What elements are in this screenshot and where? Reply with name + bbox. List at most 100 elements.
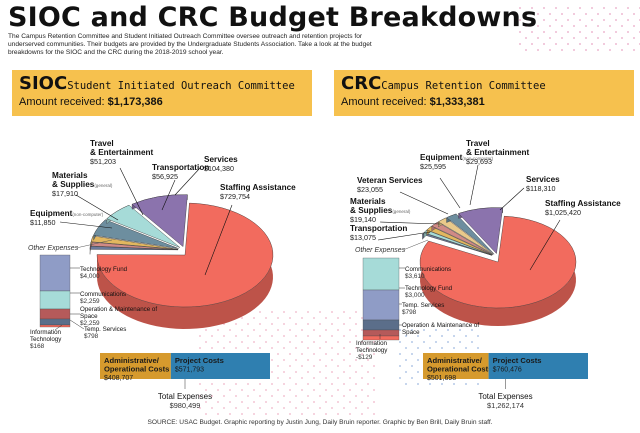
sioc-cost-name-administrative-operational-costs-1: Operational Costs bbox=[104, 365, 169, 374]
sioc-other-label-communications: Communications$2,259 bbox=[70, 291, 126, 305]
crc-label-value-staffing-assistance: $1,025,420 bbox=[545, 208, 581, 217]
crc-other-name-temp-services-0: Temp. Services bbox=[402, 302, 444, 309]
crc-other-bar-technology-fund bbox=[362, 289, 400, 321]
sioc-slice-travel-and-entertainment bbox=[93, 219, 179, 249]
sioc-label-value-staffing-assistance: $729,754 bbox=[220, 192, 250, 201]
sioc-label-name-travel-and-entertainment-0: Travel bbox=[90, 139, 114, 148]
crc-label-name-materials-and-supplies-1: & Supplies(general) bbox=[350, 206, 411, 215]
crc-other-expenses-label: Other Expenses bbox=[355, 247, 406, 254]
sioc-label-transportation: Transportation$56,925 bbox=[152, 163, 209, 211]
crc-label-veteran-services: Veteran Services$23,055 bbox=[357, 176, 449, 215]
crc-total-label: Total Expenses bbox=[478, 392, 532, 401]
crc-other-name-operation-and-maintenance-of-space-1: Space bbox=[402, 329, 420, 336]
sioc-label-name-equipment-0: Equipment(non-computer) bbox=[30, 209, 104, 218]
sioc-cost-value-administrative-operational-costs: $408,707 bbox=[104, 375, 133, 382]
sioc-cost-bar-project-costs bbox=[170, 353, 270, 379]
crc-other-bar-information-technology bbox=[362, 335, 400, 341]
crc-other-value-information-technology: -$129 bbox=[356, 354, 373, 361]
crc-other-bar-operation-and-maintenance-of-space bbox=[362, 329, 400, 337]
crc-other-name-information-technology-0: Information bbox=[356, 340, 388, 347]
sioc-cost-name-project-costs-0: Project Costs bbox=[175, 356, 224, 365]
sioc-other-name-operation-and-maintenance-of-space-1: Space bbox=[80, 313, 98, 320]
sioc-other-bar-technology-fund bbox=[39, 254, 71, 292]
crc-amount-label: Amount received: bbox=[341, 96, 427, 108]
crc-other-label-temp-services: Temp. Services$798 bbox=[399, 302, 444, 316]
crc-other-value-technology-fund: $3,000 bbox=[405, 292, 425, 299]
crc-label-name-services-0: Services bbox=[526, 175, 560, 184]
crc-label-value-services: $118,310 bbox=[526, 184, 555, 193]
crc-cost-value-administrative-operational-costs: $501,698 bbox=[427, 375, 456, 382]
crc-header: CRCCampus Retention Committee Amount rec… bbox=[334, 70, 634, 116]
crc-label-name-equipment-0: Equipment(non-computer) bbox=[420, 153, 494, 162]
sioc-other-bar-information-technology bbox=[39, 324, 71, 328]
sioc-other-label-technology-fund: Technology Fund$4,000 bbox=[70, 266, 128, 280]
crc-label-staffing-assistance: Staffing Assistance$1,025,420 bbox=[529, 199, 621, 271]
source-note: SOURCE: USAC Budget. Graphic reporting b… bbox=[147, 419, 493, 426]
crc-other-name-communications-0: Communications bbox=[405, 266, 451, 273]
crc-label-travel-and-entertainment: Travel& Entertainment$29,693 bbox=[466, 139, 530, 206]
sioc-slice-materials-and-supplies bbox=[90, 235, 179, 250]
sioc-other-name-technology-fund-0: Technology Fund bbox=[80, 266, 128, 273]
crc-label-name-travel-and-entertainment-0: Travel bbox=[466, 139, 490, 148]
sioc-other-name-operation-and-maintenance-of-space-0: Operation & Maintenance of bbox=[80, 306, 157, 313]
sioc-label-name-services-0: Services bbox=[204, 155, 238, 164]
sioc-total-label: Total Expenses bbox=[158, 392, 212, 401]
sioc-slice-services bbox=[131, 194, 188, 248]
crc-slice-staffing-assistance bbox=[419, 215, 577, 309]
crc-label-name-staffing-assistance-0: Staffing Assistance bbox=[545, 199, 621, 208]
sioc-header: SIOCStudent Initiated Outreach Committee… bbox=[12, 70, 312, 116]
intro-text: The Campus Retention Committee and Stude… bbox=[8, 33, 372, 56]
page-title: SIOC and CRC Budget Breakdowns bbox=[8, 2, 538, 33]
crc-other-label-technology-fund: Technology Fund$3,000 bbox=[399, 285, 453, 299]
crc-cost-value-project-costs: $760,476 bbox=[493, 367, 522, 374]
crc-cost-bar-administrative-operational-costs bbox=[423, 353, 489, 379]
sioc-cost-bar-administrative-operational-costs bbox=[100, 353, 171, 379]
sioc-cost-name-administrative-operational-costs-0: Administrative/ bbox=[104, 356, 160, 365]
crc-label-name-travel-and-entertainment-1: & Entertainment bbox=[466, 148, 530, 157]
crc-full-name: Campus Retention Committee bbox=[381, 80, 546, 92]
sioc-other-value-communications: $2,259 bbox=[80, 298, 100, 305]
crc-label-materials-and-supplies: Materials& Supplies(general)$19,140 bbox=[350, 197, 441, 225]
crc-cost-bar-project-costs bbox=[488, 353, 588, 379]
crc-slice-equipment bbox=[437, 217, 494, 255]
crc-label-value-veteran-services: $23,055 bbox=[357, 185, 383, 194]
sioc-slice-staffing-assistance bbox=[96, 202, 274, 308]
sioc-other-label-temp-services: Temp. Services$798 bbox=[69, 319, 126, 340]
sioc-label-name-materials-and-supplies-1: & Supplies(general) bbox=[52, 180, 113, 189]
crc-other-bar-communications bbox=[362, 257, 400, 291]
crc-slice-travel-and-entertainment bbox=[446, 213, 495, 255]
crc-label-services: Services$118,310 bbox=[499, 175, 560, 211]
crc-label-value-travel-and-entertainment: $29,693 bbox=[466, 157, 492, 166]
sioc-label-value-transportation: $56,925 bbox=[152, 172, 178, 181]
crc-other-name-operation-and-maintenance-of-space-0: Operation & Maintenance of bbox=[402, 322, 479, 329]
crc-other-label-communications: Communications$3,610 bbox=[399, 266, 451, 280]
sioc-other-name-information-technology-0: Information bbox=[30, 329, 62, 336]
sioc-amount-label: Amount received: bbox=[19, 96, 105, 108]
sioc-label-value-travel-and-entertainment: $51,203 bbox=[90, 157, 116, 166]
sioc-label-name-travel-and-entertainment-1: & Entertainment bbox=[90, 148, 154, 157]
sioc-slice-transportation bbox=[106, 204, 181, 248]
crc-other-bar-temp-services bbox=[362, 319, 400, 331]
crc-other-name-technology-fund-0: Technology Fund bbox=[405, 285, 453, 292]
sioc-abbr: SIOC bbox=[19, 73, 68, 94]
crc-label-equipment: Equipment(non-computer)$25,595 bbox=[420, 153, 494, 209]
sioc-other-expenses-label: Other Expenses bbox=[28, 245, 79, 252]
sioc-label-staffing-assistance: Staffing Assistance$729,754 bbox=[204, 183, 296, 276]
crc-cost-name-administrative-operational-costs-1: Operational Costs bbox=[427, 365, 492, 374]
sioc-other-name-information-technology-1: Technology bbox=[30, 336, 62, 343]
sioc-other-name-communications-0: Communications bbox=[80, 291, 126, 298]
sioc-other-value-information-technology: $168 bbox=[30, 343, 45, 350]
crc-amount: $1,333,381 bbox=[429, 96, 485, 108]
sioc-label-equipment: Equipment(non-computer)$11,850 bbox=[30, 209, 113, 229]
sioc-label-value-materials-and-supplies: $17,910 bbox=[52, 189, 78, 198]
sioc-amount: $1,173,386 bbox=[107, 96, 163, 108]
sioc-label-value-services: $104,380 bbox=[204, 164, 234, 173]
sioc-label-materials-and-supplies: Materials& Supplies(general)$17,910 bbox=[52, 171, 119, 221]
crc-other-value-communications: $3,610 bbox=[405, 273, 425, 280]
